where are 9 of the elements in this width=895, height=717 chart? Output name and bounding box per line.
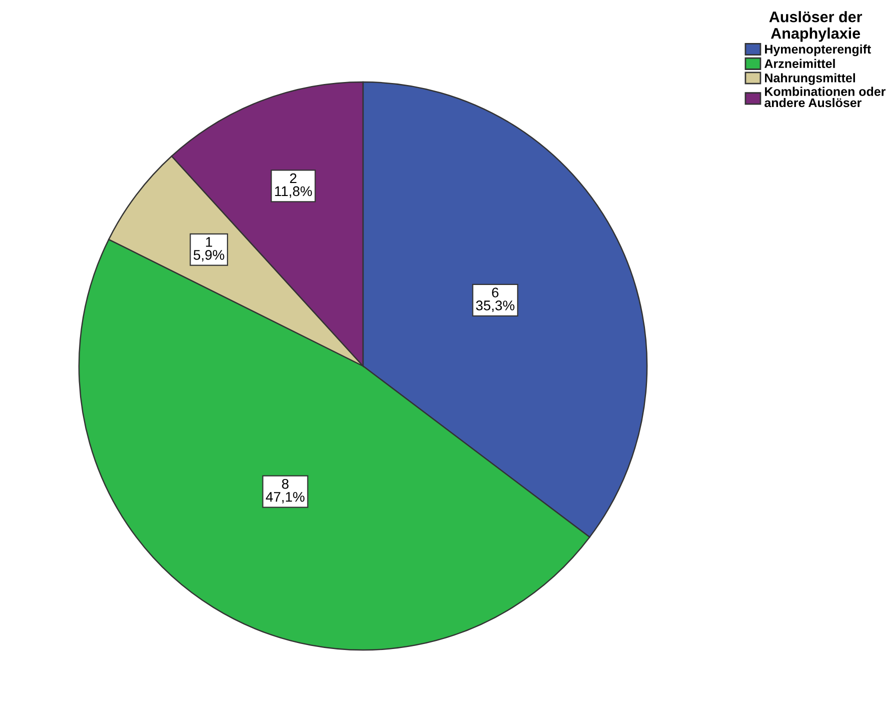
legend-label: Hymenopterengift <box>765 44 871 56</box>
data-label: 6 35,3% <box>476 288 514 312</box>
legend-label: Nahrungsmittel <box>765 73 855 85</box>
legend-label: Kombinationen oder andere Auslöser <box>764 86 886 108</box>
data-label: 2 11,8% <box>275 173 312 198</box>
legend-label: Arzneimittel <box>764 58 835 68</box>
data-label: 8 47,1% <box>266 478 304 504</box>
legend-title: Auslöser der Anaphylaxie <box>769 11 862 42</box>
data-label: 1 5,9% <box>194 237 224 262</box>
